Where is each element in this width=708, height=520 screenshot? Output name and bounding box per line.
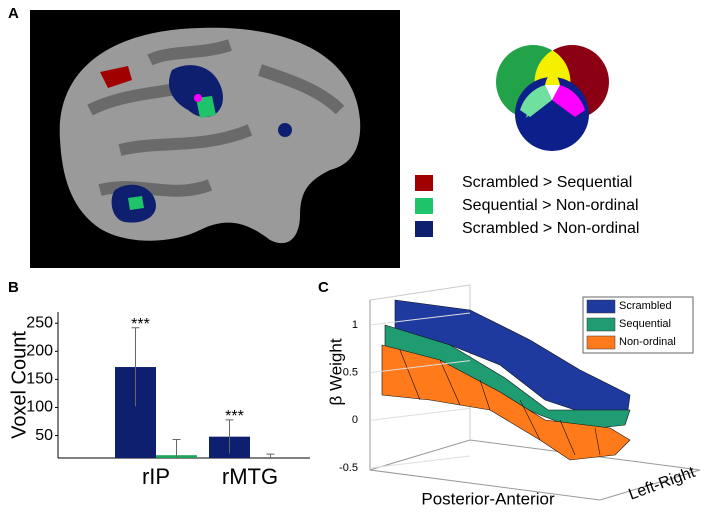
- legend-swatch: [586, 317, 616, 332]
- panel-label: B: [8, 279, 19, 296]
- panel-label: C: [318, 279, 329, 296]
- z-tick-label: 1: [352, 319, 358, 331]
- legend-label: Scrambled > Sequential: [462, 174, 632, 191]
- legend-label: Scrambled > Non-ordinal: [462, 220, 639, 237]
- x-tick-label: rMTG: [222, 464, 278, 489]
- legend-swatch: [586, 299, 616, 314]
- y-tick-label: 100: [26, 399, 53, 416]
- annotation: ***: [225, 408, 244, 425]
- grid-line: [369, 360, 471, 374]
- z-axis-label: β Weight: [326, 338, 345, 405]
- z-tick-label: 0.5: [343, 367, 358, 379]
- error-bar: [131, 327, 140, 407]
- legend-label: Scrambled: [619, 300, 672, 312]
- x-axis-label: Posterior-Anterior: [421, 489, 555, 508]
- y-tick-label: 250: [26, 314, 53, 331]
- x-tick-label: rIP: [142, 464, 170, 489]
- legend-label: Sequential > Non-ordinal: [462, 197, 639, 214]
- brain-image: [30, 10, 400, 268]
- y-tick-label: 50: [35, 427, 53, 444]
- legend-label: Non-ordinal: [619, 336, 676, 348]
- grid-line: [369, 455, 471, 469]
- panel-label: A: [8, 5, 19, 22]
- annotation: ***: [131, 316, 150, 333]
- z-tick-label: 0: [352, 414, 358, 426]
- legend-swatch: [586, 335, 616, 350]
- legend-swatch: [415, 221, 433, 237]
- y-tick-label: 150: [26, 371, 53, 388]
- surface-plot: [369, 284, 701, 501]
- y-axis-label: Left-Right: [626, 464, 698, 504]
- grid-line: [369, 312, 471, 326]
- error-bar: [266, 453, 275, 458]
- error-bar: [225, 419, 234, 454]
- legend-swatch: [415, 198, 433, 214]
- legend-swatch: [415, 175, 433, 191]
- z-tick-label: -0.5: [339, 462, 358, 474]
- venn-diagram: [496, 45, 609, 151]
- error-bar: [172, 438, 181, 458]
- grid-line: [369, 407, 471, 421]
- legend-label: Sequential: [619, 318, 671, 330]
- y-axis-label: Voxel Count: [8, 331, 30, 439]
- y-tick-label: 200: [26, 343, 53, 360]
